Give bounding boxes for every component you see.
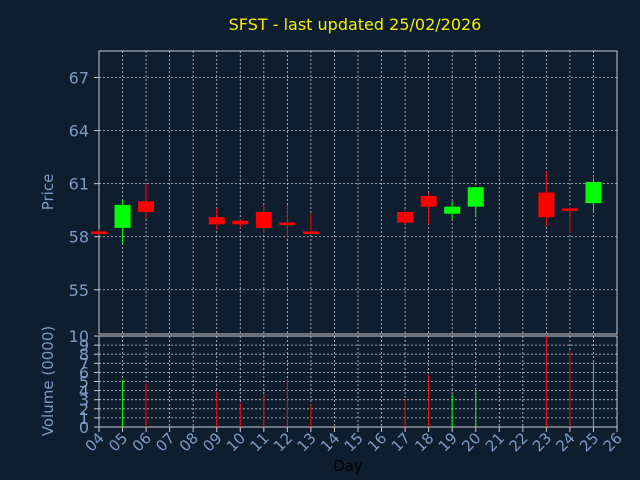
volume-tick-label: 10: [69, 327, 89, 346]
volume-tick-label: 6: [79, 363, 89, 382]
x-tick-label: 23: [529, 429, 555, 455]
x-tick-label: 08: [176, 429, 202, 455]
candle-body: [114, 204, 131, 228]
volume-tick-label: 0: [79, 418, 89, 437]
price-tick-label: 67: [69, 69, 89, 88]
candle-body: [444, 206, 461, 214]
volume-tick-label: 2: [79, 400, 89, 419]
candle-body: [397, 211, 414, 223]
x-tick-label: 11: [246, 429, 272, 455]
price-tick-label: 55: [69, 281, 89, 300]
chart-title: SFST - last updated 25/02/2026: [229, 15, 482, 34]
x-axis-label: Day: [333, 457, 363, 475]
x-tick-label: 16: [364, 429, 390, 455]
price-axis-label: Price: [39, 174, 57, 211]
x-tick-label: 14: [317, 429, 343, 455]
x-tick-label: 26: [600, 429, 626, 455]
candle-body: [208, 217, 225, 225]
x-tick-label: 15: [341, 429, 367, 455]
price-tick-label: 61: [69, 175, 89, 194]
x-tick-label: 20: [458, 429, 484, 455]
x-tick-label: 21: [482, 429, 508, 455]
price-tick-label: 64: [69, 122, 89, 141]
volume-tick-label: 7: [79, 354, 89, 373]
candle-body: [255, 211, 272, 228]
x-tick-label: 05: [105, 429, 131, 455]
candle-body: [420, 196, 437, 207]
candle-body: [585, 181, 602, 204]
x-tick-label: 22: [505, 429, 531, 455]
candle-body: [538, 192, 555, 218]
x-tick-label: 18: [411, 429, 437, 455]
candle-body: [91, 231, 107, 234]
x-tick-label: 25: [576, 429, 602, 455]
price-tick-label: 58: [69, 228, 89, 247]
x-tick-label: 06: [129, 429, 155, 455]
x-tick-label: 17: [388, 429, 414, 455]
candle-body: [467, 187, 484, 207]
candle-body: [232, 220, 249, 225]
x-tick-label: 12: [270, 429, 296, 455]
volume-tick-label: 5: [79, 373, 89, 392]
volume-axis-label: Volume (0000): [39, 326, 57, 436]
x-tick-label: 19: [435, 429, 461, 455]
x-tick-label: 10: [223, 429, 249, 455]
x-tick-label: 24: [553, 429, 579, 455]
price-panel: 55 58 61 64 67: [69, 50, 618, 335]
volume-tick-label: 3: [79, 391, 89, 410]
volume-panel: 0405060708091011121314151617181920212223…: [69, 327, 626, 455]
x-tick-label: 09: [199, 429, 225, 455]
candle-body: [302, 231, 319, 234]
candle-body: [561, 208, 578, 211]
volume-tick-label: 8: [79, 345, 89, 364]
x-tick-label: 07: [152, 429, 178, 455]
volume-tick-label: 4: [79, 382, 89, 401]
volume-tick-label: 1: [79, 409, 89, 428]
candle-body: [138, 201, 155, 212]
candle-body: [279, 222, 296, 226]
x-tick-label: 13: [294, 429, 320, 455]
volume-tick-label: 9: [79, 336, 89, 355]
